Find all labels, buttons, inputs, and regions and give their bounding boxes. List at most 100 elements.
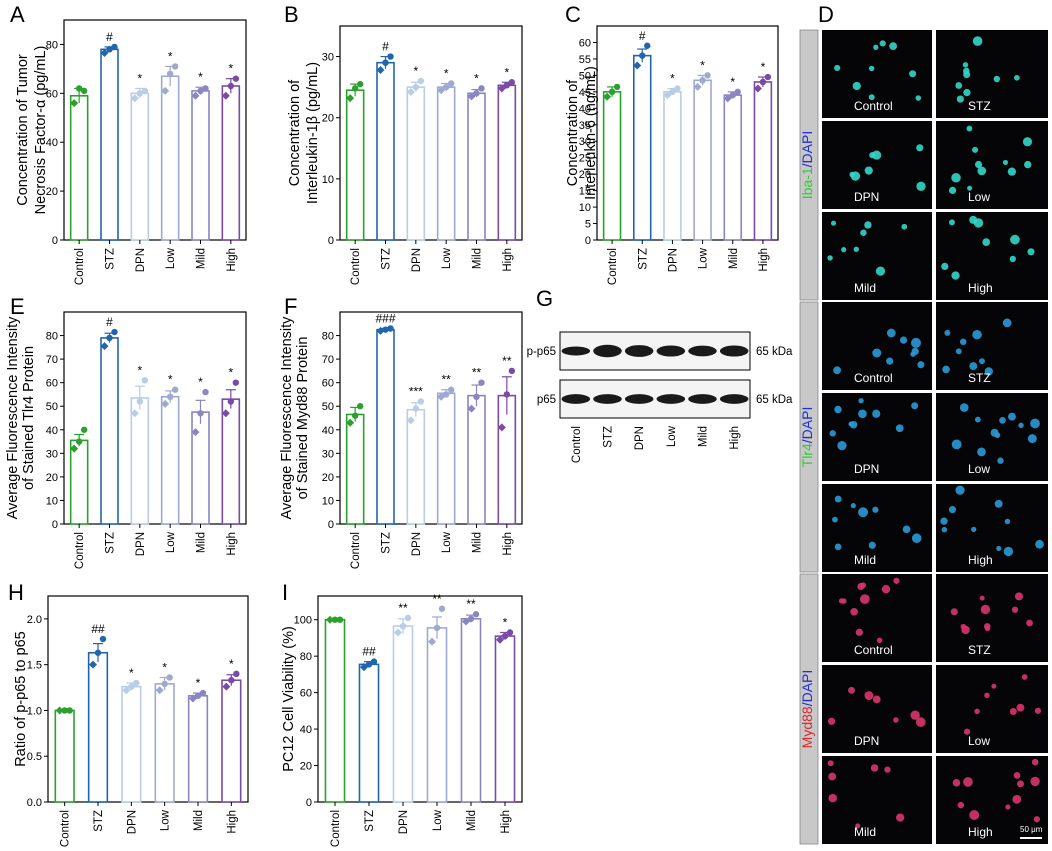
cell <box>941 262 949 271</box>
micrograph-tile: DPN <box>822 665 932 753</box>
cell <box>959 338 967 346</box>
axis-frame <box>339 311 523 525</box>
data-point <box>100 342 109 351</box>
cell <box>886 328 896 338</box>
micrograph-label: DPN <box>854 462 879 476</box>
cell <box>955 82 963 89</box>
data-point <box>70 444 79 453</box>
cell <box>955 348 962 355</box>
y-tick-label: 55 <box>579 54 591 66</box>
blot-band <box>561 394 591 404</box>
micrograph-label: Low <box>968 190 990 204</box>
data-point <box>442 391 450 398</box>
y-tick-label: 70 <box>46 354 58 366</box>
cell <box>1017 780 1024 788</box>
bar-mild <box>460 617 482 803</box>
data-point <box>382 59 389 66</box>
data-point <box>428 637 436 646</box>
y-tick-label: 20 <box>46 472 58 484</box>
micrograph-label: DPN <box>854 734 879 748</box>
data-point <box>227 82 235 90</box>
data-point <box>111 328 118 336</box>
blot-row-label: p65 <box>537 394 556 406</box>
cell <box>974 708 980 715</box>
cell <box>971 526 977 533</box>
cell <box>1018 422 1024 429</box>
cell <box>917 361 925 369</box>
cell <box>902 525 911 534</box>
cell <box>982 238 991 246</box>
cell <box>864 166 873 175</box>
panel-letter: F <box>284 294 297 319</box>
x-tick-label: Low <box>441 247 453 269</box>
y-tick-label: 80 <box>300 651 312 663</box>
data-point <box>376 66 385 75</box>
data-point <box>55 706 64 715</box>
micrograph-label: Low <box>968 462 990 476</box>
y-tick-label: 0.0 <box>27 797 42 809</box>
micrograph-label: Mild <box>854 825 876 839</box>
data-point <box>161 86 170 95</box>
cell <box>1007 412 1016 421</box>
cell <box>990 428 999 437</box>
x-tick-label: DPN <box>411 248 423 272</box>
cell <box>948 505 957 514</box>
y-axis-label: Interleukin-1β (pg/mL) <box>305 62 321 204</box>
panel-h: H 0.0 0.5 1.0 1.5 2.0 Ratio of p-p65 to p65 Con… <box>8 580 249 847</box>
cell <box>828 793 838 803</box>
data-point <box>166 393 174 400</box>
panel-letter: I <box>282 580 288 605</box>
y-axis-label: Ratio of p-p65 to p65 <box>13 631 29 766</box>
cell <box>967 185 973 191</box>
x-tick-label: High <box>226 810 238 834</box>
x-tick-label: STZ <box>381 532 393 554</box>
micrograph-tile: DPN <box>822 121 932 209</box>
bar-low <box>160 395 180 525</box>
cell <box>859 594 870 604</box>
x-tick-label: Control <box>607 248 619 285</box>
bar-stz <box>376 328 395 525</box>
x-tick-label: Low <box>160 809 172 831</box>
data-point <box>603 92 612 101</box>
cell <box>963 71 971 79</box>
x-tick-label: DPN <box>126 810 138 834</box>
cell <box>1014 592 1024 601</box>
cell <box>977 447 986 457</box>
micrograph-background <box>936 30 1048 118</box>
data-point <box>473 393 480 400</box>
cell <box>1012 794 1022 804</box>
cell <box>850 502 856 509</box>
significance-label: * <box>196 676 201 690</box>
data-point <box>633 61 642 70</box>
bar-high <box>497 394 517 525</box>
data-point <box>228 677 235 684</box>
cell <box>955 485 965 495</box>
x-tick-label: STZ <box>637 248 649 270</box>
significance-label: * <box>168 373 173 387</box>
micrograph-background <box>822 665 932 753</box>
bar-high <box>221 85 241 241</box>
cell <box>957 801 965 809</box>
cell <box>1027 434 1037 444</box>
cell <box>827 760 834 767</box>
x-tick-label: Control <box>350 532 362 569</box>
y-tick-label: 80 <box>322 331 334 343</box>
cell <box>1007 167 1017 176</box>
y-tick-label: 20 <box>322 113 334 125</box>
data-point <box>166 674 173 681</box>
data-point <box>399 622 407 630</box>
data-point <box>61 707 68 714</box>
data-point <box>404 614 412 622</box>
cell <box>899 336 908 344</box>
x-tick-label: Low <box>165 247 177 269</box>
micrograph-tile: Control <box>822 574 932 662</box>
cell <box>1030 776 1040 787</box>
micrograph-background <box>822 212 932 300</box>
micrograph-tile: STZ <box>936 574 1048 662</box>
x-tick-label: Low <box>441 531 453 553</box>
data-point <box>221 409 230 418</box>
data-point <box>331 616 339 623</box>
cell <box>941 526 948 533</box>
cell <box>864 221 872 229</box>
